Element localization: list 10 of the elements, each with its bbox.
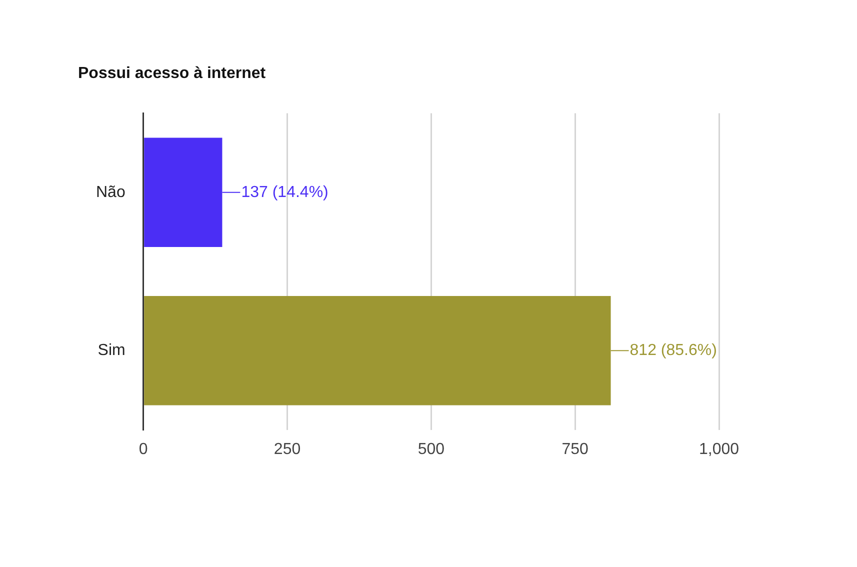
x-tick-label: 0 <box>138 440 148 458</box>
data-label: 812 (85.6%) <box>630 342 717 360</box>
y-tick-label: Não <box>96 184 126 201</box>
chart-title: Possui acesso à internet <box>78 65 266 82</box>
x-tick-label: 500 <box>418 440 445 458</box>
x-tick-label: 1,000 <box>698 440 740 458</box>
y-tick-label: Sim <box>98 342 126 360</box>
data-label: 137 (14.4%) <box>241 184 328 201</box>
x-tick-label: 750 <box>562 440 589 458</box>
x-tick-label: 250 <box>274 440 301 458</box>
